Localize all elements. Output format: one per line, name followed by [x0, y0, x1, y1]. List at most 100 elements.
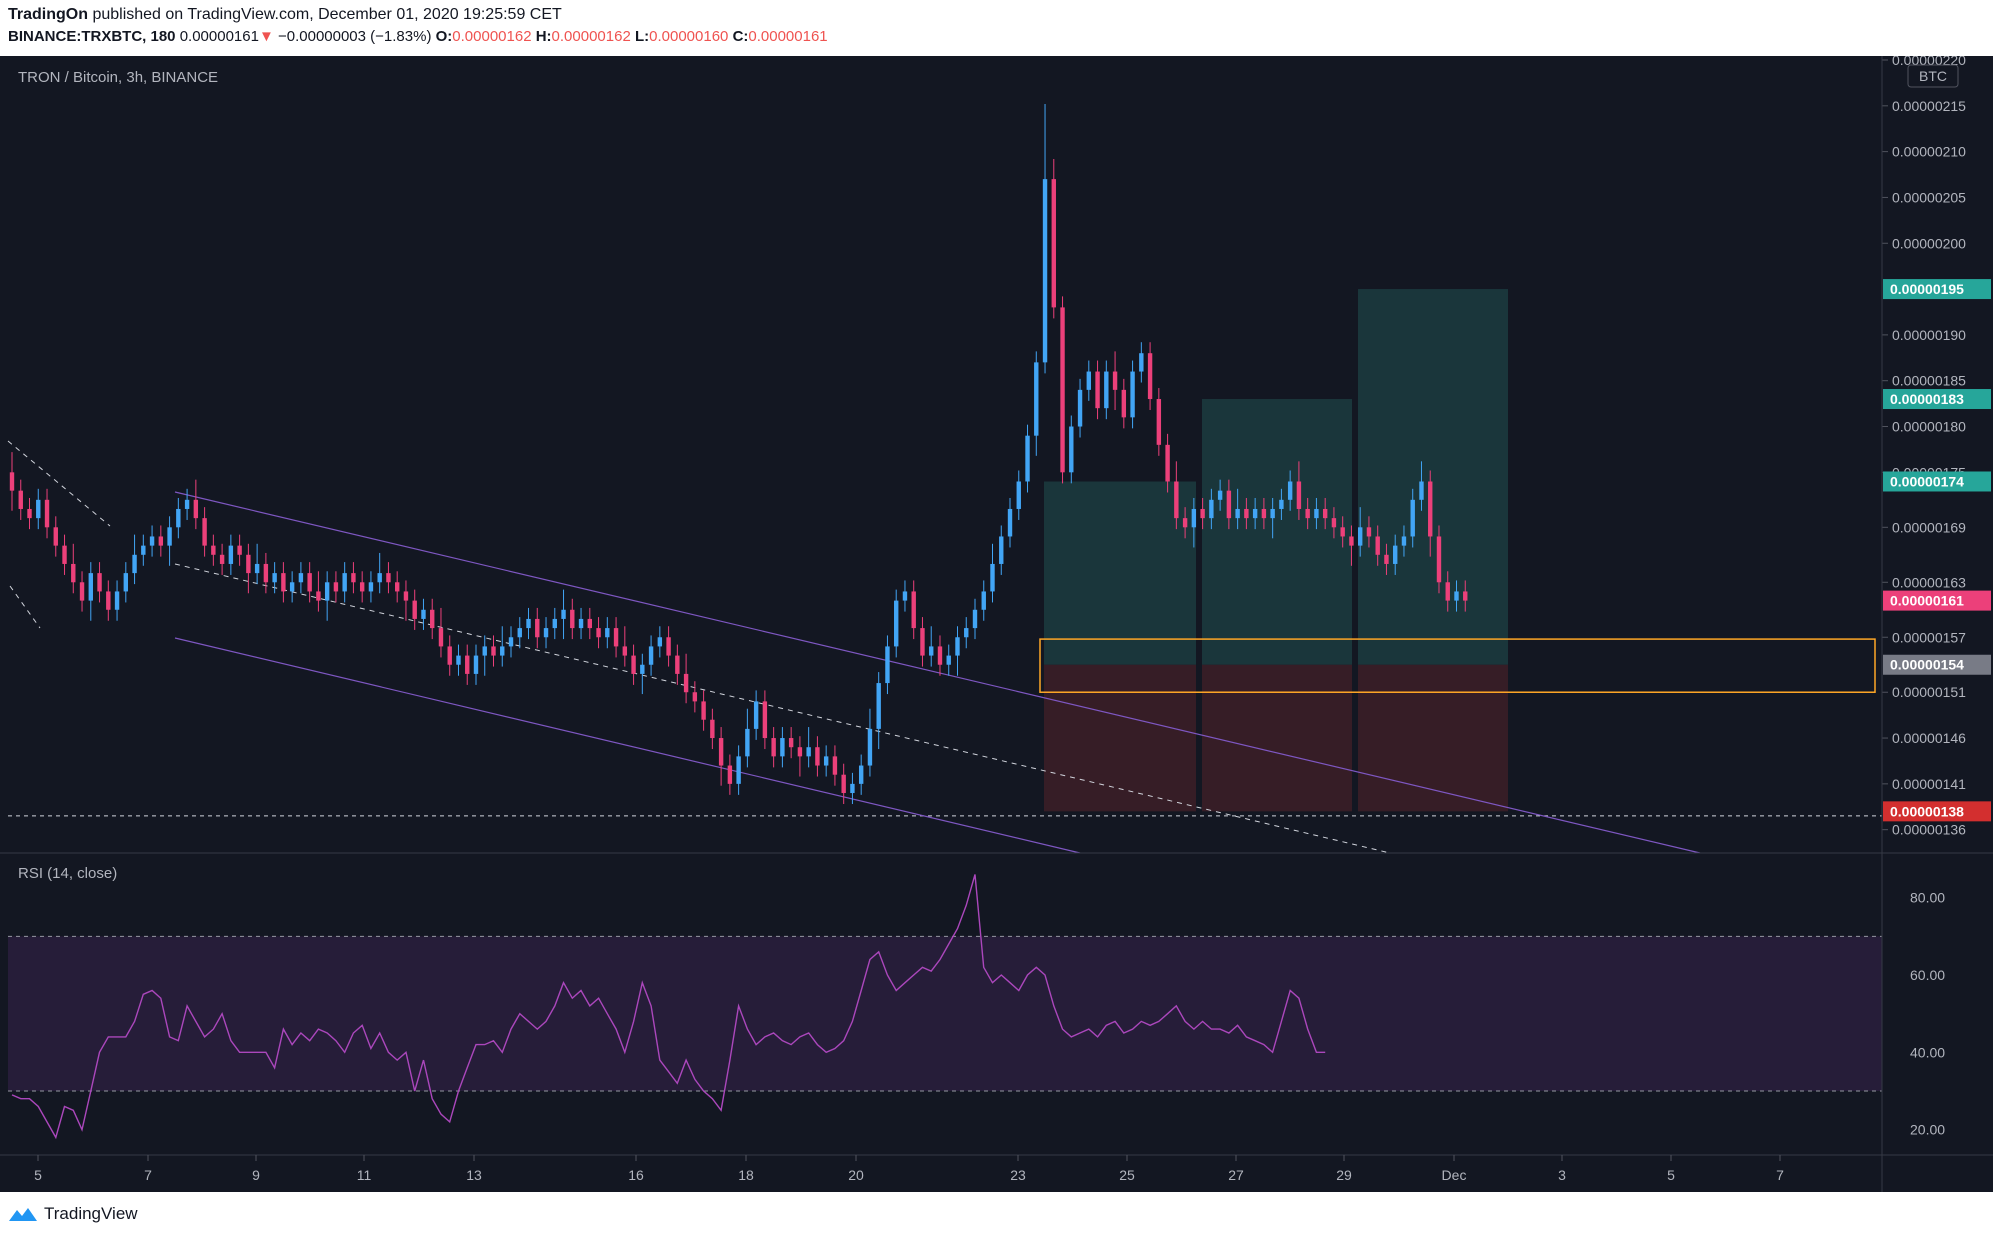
price-tick-label: 0.00000210 [1892, 144, 1966, 160]
candle-body [1034, 362, 1039, 436]
profit-zone [1044, 481, 1196, 665]
last-price: 0.00000161 [179, 28, 259, 45]
candle-body [771, 738, 776, 757]
candle-body [1436, 536, 1442, 583]
position-zones [1039, 289, 1876, 812]
candle-body [53, 527, 58, 546]
candle-body [1042, 179, 1048, 363]
candle-body [1384, 554, 1389, 564]
price-tag-label: 0.00000174 [1890, 473, 1964, 489]
candle-body [1025, 435, 1030, 482]
time-tick-label: 16 [628, 1167, 644, 1183]
candle-body [1104, 371, 1109, 409]
currency-badge-box[interactable] [1907, 64, 1959, 88]
candle-body [1454, 591, 1459, 601]
candle-body [281, 573, 286, 592]
candle-body [272, 573, 277, 583]
channel-mid-line [174, 563, 1391, 854]
candle-body [937, 646, 943, 665]
price-tick-label: 0.00000163 [1892, 574, 1966, 590]
candle-body [193, 499, 199, 519]
candle-body [815, 747, 820, 766]
rsi-band [8, 936, 1882, 1091]
symbol-label[interactable]: BINANCE:TRXBTC, 180 [8, 28, 176, 45]
price-tag-box [1883, 590, 1991, 611]
candle-body [36, 499, 41, 519]
price-tick-label: 0.00000200 [1892, 235, 1966, 251]
time-tick-label: 5 [1667, 1167, 1675, 1183]
price-tick-label: 0.00000141 [1892, 776, 1966, 792]
price-tick-label: 0.00000136 [1892, 822, 1966, 838]
candle-body [1121, 389, 1127, 418]
candle-body [1375, 536, 1380, 555]
candle-body [1357, 527, 1363, 546]
price-tag-label: 0.00000161 [1890, 593, 1964, 609]
publisher-name[interactable]: TradingOn [8, 6, 88, 23]
rsi-tick-label: 20.00 [1910, 1122, 1945, 1138]
candle-body [1112, 371, 1118, 390]
candle-body [727, 765, 733, 784]
candle-body [955, 637, 960, 656]
candle-body [1182, 518, 1188, 528]
candle-body [858, 765, 864, 784]
loss-zone [1202, 664, 1352, 812]
time-tick-label: 3 [1558, 1167, 1566, 1183]
candle-body [1305, 508, 1310, 519]
candle-body [141, 545, 146, 555]
candle-body [1200, 508, 1205, 519]
candle-body [377, 573, 382, 583]
candle-body [211, 545, 216, 555]
time-tick-label: 18 [738, 1167, 754, 1183]
candle-body [1322, 508, 1328, 519]
candle-body [1463, 591, 1468, 601]
candle-body [596, 628, 601, 638]
price-tick-label: 0.00000185 [1892, 373, 1966, 389]
time-tick-label: 13 [466, 1167, 482, 1183]
price-tag-label: 0.00000183 [1890, 391, 1964, 407]
candle-body [657, 637, 663, 647]
rsi-line [11, 874, 1326, 1140]
candle-body [1331, 518, 1337, 528]
candle-body [929, 646, 934, 656]
candle-body [745, 728, 750, 757]
rsi-tick-label: 60.00 [1910, 967, 1945, 983]
loss-zone [1358, 664, 1508, 812]
candle-body [964, 628, 969, 638]
candle-body [535, 618, 540, 638]
profit-zone [1358, 289, 1508, 665]
candle-body [832, 756, 838, 775]
symbol-ohlc-line: BINANCE:TRXBTC, 180 0.00000161▼ −0.00000… [8, 28, 828, 45]
candle-body [394, 582, 400, 592]
candle-body [106, 591, 111, 610]
candle-body [324, 582, 330, 601]
time-tick-label: 29 [1336, 1167, 1352, 1183]
candle-body [1428, 481, 1433, 537]
high-value: 0.00000162 [551, 28, 631, 45]
high-label: H: [535, 28, 552, 45]
footer-brand[interactable]: TradingView [8, 1204, 138, 1224]
chart-title: TRON / Bitcoin, 3h, BINANCE [18, 69, 218, 86]
candle-body [823, 756, 829, 766]
candle-body [570, 609, 575, 629]
candle-body [71, 563, 76, 583]
price-tick-label: 0.00000169 [1892, 519, 1966, 535]
candle-body [359, 582, 365, 592]
loss-zone [1044, 664, 1196, 812]
candle-body [1419, 481, 1424, 500]
candle-body [88, 573, 93, 601]
candle-body [333, 582, 339, 592]
candle-body [780, 738, 785, 757]
candle-body [1174, 481, 1179, 519]
candle-body [307, 573, 312, 592]
chart-canvas[interactable]: 0.000002200.000002150.000002100.00000205… [0, 56, 1993, 1192]
low-label: L: [634, 28, 650, 45]
candle-body [44, 499, 50, 528]
price-change: −0.00000003 (−1.83%) [277, 28, 432, 45]
candle-body [202, 518, 207, 546]
price-tag-label: 0.00000154 [1890, 657, 1964, 673]
close-value: 0.00000161 [748, 28, 828, 45]
candle-body [508, 637, 514, 647]
candle-body [894, 600, 899, 647]
candle-body [885, 646, 890, 684]
candle-body [219, 554, 225, 564]
